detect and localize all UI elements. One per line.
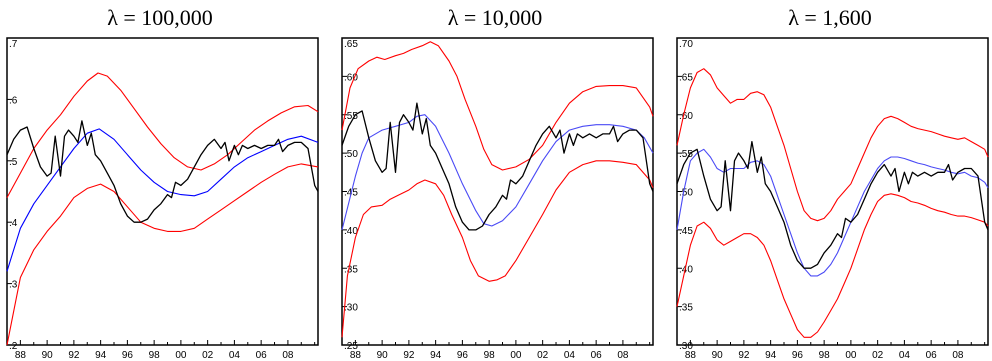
x-tick-label: 06 [926, 350, 938, 361]
x-tick-label: 88 [685, 350, 697, 361]
y-tick-label: .40 [679, 264, 693, 275]
series-line-1 [676, 68, 989, 222]
chart-1-svg: .2 .3 .4 .5 .6 .7 88 90 92 94 96 98 00 02 04 06 08 [6, 37, 319, 361]
x-tick-label: 00 [175, 350, 187, 361]
y-tick-label: .2 [9, 341, 18, 352]
y-tick-label: .60 [344, 72, 358, 83]
x-tick-label: 88 [350, 350, 362, 361]
y-tick-label: .35 [344, 264, 358, 275]
series-line-1 [6, 72, 319, 198]
x-tick-label: 96 [457, 350, 469, 361]
series-line-1 [341, 41, 654, 171]
y-tick-label: .6 [9, 95, 18, 106]
series-line-4 [341, 102, 654, 231]
x-tick-label: 90 [377, 350, 389, 361]
x-tick-label: 00 [845, 350, 857, 361]
y-tick-label: .70 [679, 39, 693, 50]
y-tick-label: .25 [344, 341, 358, 352]
y-tick-label: .30 [344, 303, 358, 314]
x-tick-label: 98 [819, 350, 831, 361]
x-tick-label: 04 [899, 350, 911, 361]
x-tick-label: 08 [952, 350, 964, 361]
series-line-3 [341, 114, 654, 231]
x-tick-label: 08 [282, 350, 294, 361]
series-line-4 [676, 140, 989, 269]
series-line-3 [676, 148, 989, 277]
plot-frame [676, 37, 989, 346]
chart-title: λ = 10,000 [447, 5, 543, 30]
x-tick-label: 98 [484, 350, 496, 361]
y-tick-label: .55 [679, 149, 693, 160]
x-tick-label: 90 [42, 350, 54, 361]
y-tick-label: .50 [679, 188, 693, 199]
chart-panel-2: λ = 10,000 .25.30.35.40.45.50.55.60.65 88… [335, 0, 655, 361]
x-tick-label: 94 [95, 350, 107, 361]
chart-3-svg: .30 .35 .40 .45 .50 .55 .60 .65 .70 88 90 92 94 96 98 0… [676, 37, 989, 361]
x-tick-label: 06 [591, 350, 603, 361]
x-tick-label: 06 [256, 350, 268, 361]
y-tick-label: .4 [9, 218, 18, 229]
x-tick-label: 00 [510, 350, 522, 361]
y-tick-label: .40 [344, 226, 358, 237]
y-tick-label: .35 [679, 303, 693, 314]
chart-title: λ = 100,000 [107, 5, 213, 30]
y-tick-label: .65 [679, 72, 693, 83]
x-tick-label: 90 [712, 350, 724, 361]
y-tick-label: .7 [9, 39, 18, 50]
chart-panel-3: λ = 1,600 .30 .35 .40 .45 .50 .55 .60 .65 .70 88 9… [670, 0, 990, 361]
y-tick-label: .50 [344, 149, 358, 160]
series-line-3 [6, 128, 319, 272]
x-tick-label: 98 [149, 350, 161, 361]
x-tick-label: 94 [430, 350, 442, 361]
chart-panel-1: λ = 100,000 .2 .3 .4 .5 .6 .7 88 90 92 94 96 98 00 02… [0, 0, 320, 361]
y-tick-label: .55 [344, 111, 358, 122]
x-tick-label: 08 [617, 350, 629, 361]
series-line-4 [6, 120, 319, 223]
x-tick-label: 92 [738, 350, 750, 361]
x-tick-label: 92 [68, 350, 80, 361]
series-line-2 [341, 160, 654, 338]
y-tick-label: .30 [679, 341, 693, 352]
x-tick-label: 02 [537, 350, 549, 361]
x-tick-label: 02 [872, 350, 884, 361]
x-tick-label: 96 [122, 350, 134, 361]
y-tick-label: .60 [679, 111, 693, 122]
x-tick-label: 04 [564, 350, 576, 361]
series-line-2 [676, 193, 989, 338]
x-tick-label: 94 [765, 350, 777, 361]
chart-title: λ = 1,600 [788, 5, 872, 30]
x-tick-label: 92 [403, 350, 415, 361]
series-line-2 [6, 163, 319, 346]
plot-frame [341, 37, 654, 346]
x-tick-label: 88 [15, 350, 27, 361]
y-tick-label: .65 [344, 39, 358, 50]
y-tick-label: .45 [679, 226, 693, 237]
y-tick-label: .3 [9, 280, 18, 291]
x-tick-label: 02 [202, 350, 214, 361]
x-tick-label: 96 [792, 350, 804, 361]
plot-frame [6, 37, 319, 346]
y-tick-label: .5 [9, 157, 18, 168]
x-tick-label: 04 [229, 350, 241, 361]
